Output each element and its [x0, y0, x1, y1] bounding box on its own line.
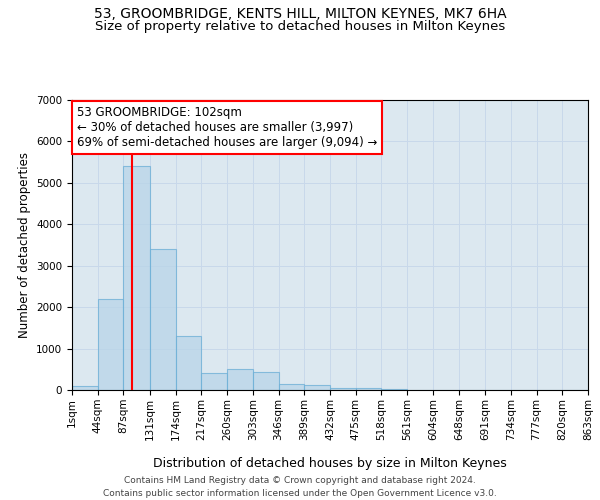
- Text: 53, GROOMBRIDGE, KENTS HILL, MILTON KEYNES, MK7 6HA: 53, GROOMBRIDGE, KENTS HILL, MILTON KEYN…: [94, 8, 506, 22]
- Text: Distribution of detached houses by size in Milton Keynes: Distribution of detached houses by size …: [153, 458, 507, 470]
- Bar: [330, 388, 356, 390]
- Text: 53 GROOMBRIDGE: 102sqm
← 30% of detached houses are smaller (3,997)
69% of semi-: 53 GROOMBRIDGE: 102sqm ← 30% of detached…: [77, 106, 377, 149]
- Bar: [72, 386, 98, 390]
- Bar: [278, 384, 304, 390]
- Y-axis label: Number of detached properties: Number of detached properties: [17, 152, 31, 338]
- Bar: [150, 249, 176, 390]
- Text: Size of property relative to detached houses in Milton Keynes: Size of property relative to detached ho…: [95, 20, 505, 33]
- Bar: [176, 336, 201, 390]
- Bar: [201, 374, 227, 390]
- Bar: [98, 299, 124, 390]
- Bar: [304, 384, 330, 390]
- Bar: [253, 372, 278, 390]
- Bar: [124, 166, 150, 390]
- Text: Contains HM Land Registry data © Crown copyright and database right 2024.
Contai: Contains HM Land Registry data © Crown c…: [103, 476, 497, 498]
- Bar: [382, 389, 407, 390]
- Bar: [227, 370, 253, 390]
- Bar: [356, 388, 382, 390]
